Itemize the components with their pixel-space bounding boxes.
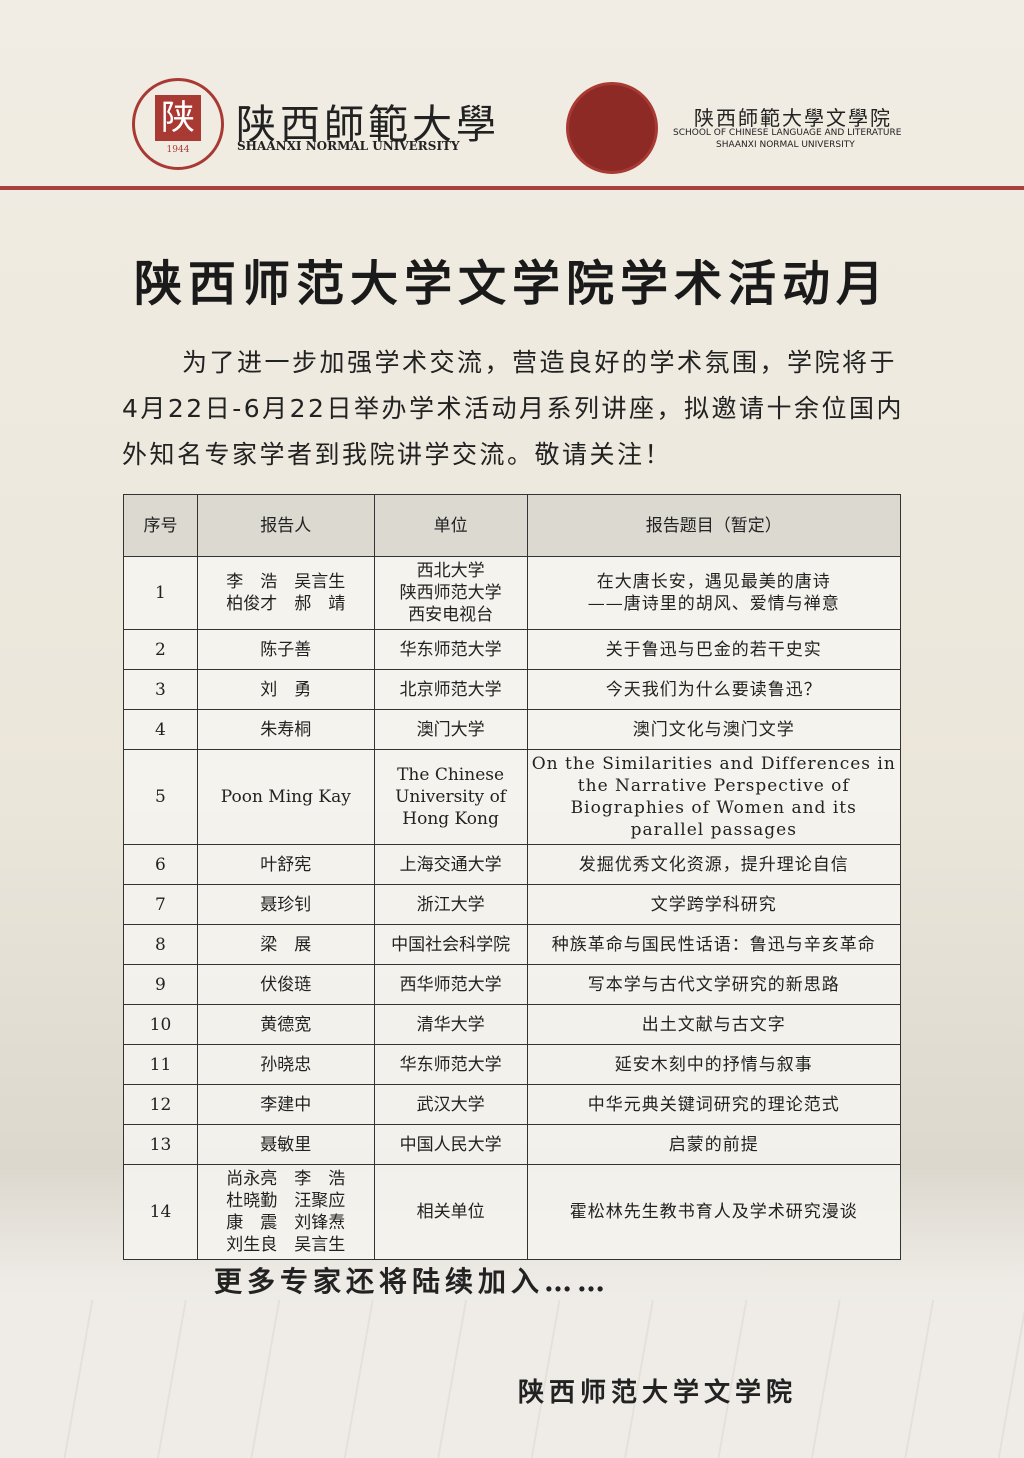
table-cell: 清华大学	[373, 1004, 528, 1045]
logo2-en2: SHAANXI NORMAL UNIVERSITY	[716, 140, 855, 150]
logo2-en1: SCHOOL OF CHINESE LANGUAGE AND LITERATUR…	[673, 128, 902, 138]
table-row: 13 聂敏里 中国人民大学 启蒙的前提	[123, 1124, 902, 1165]
table-cell: 2	[123, 629, 198, 670]
table-cell: 3	[123, 669, 198, 710]
table-cell: 1	[123, 556, 198, 630]
column-header: 报告人	[196, 494, 375, 557]
table-cell: 孙晓忠	[196, 1044, 375, 1085]
table-cell: 中华元典关键词研究的理论范式	[526, 1084, 902, 1125]
table-cell: 澳门文化与澳门文学	[526, 709, 902, 750]
table-cell: 李建中	[196, 1084, 375, 1125]
table-cell: 武汉大学	[373, 1084, 528, 1125]
table-cell: 7	[123, 884, 198, 925]
table-cell: 延安木刻中的抒情与叙事	[526, 1044, 902, 1085]
table-cell: 中国社会科学院	[373, 924, 528, 965]
logo1-cn: 陕西師範大學	[236, 102, 500, 148]
table-cell: 6	[123, 844, 198, 885]
table-cell: 霍松林先生教书育人及学术研究漫谈	[526, 1164, 902, 1260]
table-cell: 5	[123, 749, 198, 845]
table-cell: 尚永亮 李 浩 杜晓勤 汪聚应 康 震 刘锋焘 刘生良 吴言生	[196, 1164, 375, 1260]
table-cell: 伏俊琏	[196, 964, 375, 1005]
table-cell: 4	[123, 709, 198, 750]
table-cell: 启蒙的前提	[526, 1124, 902, 1165]
table-cell: 12	[123, 1084, 198, 1125]
table-cell: 澳门大学	[373, 709, 528, 750]
table-row: 5 Poon Ming Kay The Chinese University of …	[123, 749, 902, 845]
table-cell: 关于鲁迅与巴金的若干史实	[526, 629, 902, 670]
table-cell: 在大唐长安，遇见最美的唐诗 ——唐诗里的胡风、爱情与禅意	[526, 556, 902, 630]
table-cell: 刘 勇	[196, 669, 375, 710]
table-cell: 9	[123, 964, 198, 1005]
table-cell: 华东师范大学	[373, 1044, 528, 1085]
column-header: 单位	[373, 494, 528, 557]
table-cell: 李 浩 吴言生 柏俊才 郝 靖	[196, 556, 375, 630]
table-row: 7 聂珍钊 浙江大学 文学跨学科研究	[123, 884, 902, 925]
table-cell: 西华师范大学	[373, 964, 528, 1005]
table-cell: 浙江大学	[373, 884, 528, 925]
table-cell: 叶舒宪	[196, 844, 375, 885]
table-cell: 北京师范大学	[373, 669, 528, 710]
table-row: 12 李建中 武汉大学 中华元典关键词研究的理论范式	[123, 1084, 902, 1125]
divider	[0, 186, 1024, 190]
table-cell: 发掘优秀文化资源，提升理论自信	[526, 844, 902, 885]
signature: 陕西师范大学文学院	[518, 1378, 798, 1408]
logo2-cn: 陕西師範大學文學院	[694, 106, 892, 130]
floor	[0, 1300, 1024, 1458]
table-cell: 13	[123, 1124, 198, 1165]
table-cell: 文学跨学科研究	[526, 884, 902, 925]
table-row: 2 陈子善 华东师范大学 关于鲁迅与巴金的若干史实	[123, 629, 902, 670]
column-header: 报告题目（暂定）	[526, 494, 902, 557]
table-cell: 相关单位	[373, 1164, 528, 1260]
intro: 为了进一步加强学术交流，营造良好的学术氛围，学院将于4月22日-6月22日举办学…	[122, 348, 904, 469]
table-cell: 种族革命与国民性话语：鲁迅与辛亥革命	[526, 924, 902, 965]
table-row: 14 尚永亮 李 浩 杜晓勤 汪聚应 康 震 刘锋焘 刘生良 吴言生 相关单位 霍松林…	[123, 1164, 902, 1260]
table-cell: 8	[123, 924, 198, 965]
table-cell: 上海交通大学	[373, 844, 528, 885]
seal-year: 1944	[166, 145, 190, 155]
table-cell: 出土文献与古文字	[526, 1004, 902, 1045]
table-cell: Poon Ming Kay	[196, 749, 375, 845]
table-cell: 中国人民大学	[373, 1124, 528, 1165]
table-cell: 华东师范大学	[373, 629, 528, 670]
title: 陕西师范大学文学院学术活动月	[133, 256, 890, 312]
table-cell: 陈子善	[196, 629, 375, 670]
table-cell: 西北大学 陕西师范大学 西安电视台	[373, 556, 528, 630]
column-header: 序号	[123, 494, 198, 557]
table-cell: 14	[123, 1164, 198, 1260]
footer-note: 更多专家还将陆续加入……	[214, 1265, 611, 1298]
table-row: 10 黄德宽 清华大学 出土文献与古文字	[123, 1004, 902, 1045]
table-row: 4 朱寿桐 澳门大学 澳门文化与澳门文学	[123, 709, 902, 750]
seal-1: 陕 1944	[132, 78, 224, 170]
table-cell: 10	[123, 1004, 198, 1045]
table-row: 6 叶舒宪 上海交通大学 发掘优秀文化资源，提升理论自信	[123, 844, 902, 885]
table-cell: On the Similarities and Differences in t…	[526, 749, 902, 845]
table-cell: 朱寿桐	[196, 709, 375, 750]
table-cell: 梁 展	[196, 924, 375, 965]
table-cell: 聂珍钊	[196, 884, 375, 925]
table-row: 9 伏俊琏 西华师范大学 写本学与古代文学研究的新思路	[123, 964, 902, 1005]
seal-char: 陕	[155, 95, 201, 141]
table-cell: 11	[123, 1044, 198, 1085]
table-cell: 聂敏里	[196, 1124, 375, 1165]
logo1-en: SHAANXI NORMAL UNIVERSITY	[237, 139, 460, 153]
table-cell: 今天我们为什么要读鲁迅？	[526, 669, 902, 710]
header-row: 序号 报告人 单位 报告题目（暂定）	[123, 494, 902, 557]
table-cell: 写本学与古代文学研究的新思路	[526, 964, 902, 1005]
seal-2	[566, 82, 658, 174]
table-cell: The Chinese University of Hong Kong	[373, 749, 528, 845]
table-cell: 黄德宽	[196, 1004, 375, 1045]
table-row: 11 孙晓忠 华东师范大学 延安木刻中的抒情与叙事	[123, 1044, 902, 1085]
